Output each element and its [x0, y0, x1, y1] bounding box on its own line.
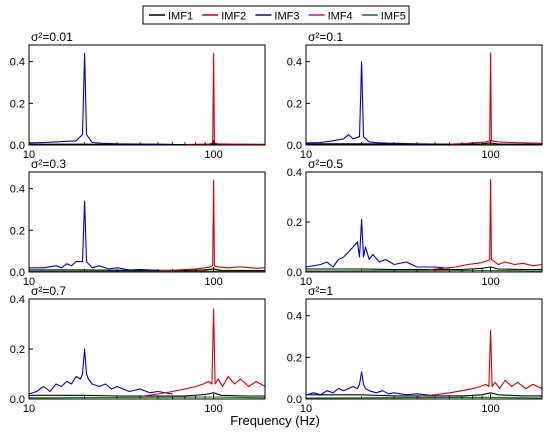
y-tick-label: 0.0: [287, 394, 302, 406]
x-tick-label: 10: [300, 276, 312, 288]
panel-title: σ²=0.1: [308, 30, 343, 44]
series-imf2: [140, 308, 265, 398]
panel-1: 0.0 0.2 0.4 10 100 σ²=0.01: [10, 30, 266, 161]
panel-2-series: [306, 52, 542, 145]
panel-title: σ²=0.7: [31, 284, 66, 298]
y-tick-label: 0.0: [10, 267, 25, 279]
panels: 0.0 0.2 0.4 10 100 σ²=0.01 0.0 0.2 0.4 10 100 σ²=0.…: [10, 30, 543, 415]
plot-frame: [305, 171, 543, 273]
series-imf2: [417, 329, 542, 398]
y-tick-label: 0.4: [10, 184, 25, 196]
panel-title: σ²=0.01: [31, 30, 73, 44]
series-imf5: [29, 396, 265, 399]
series-imf1: [306, 266, 542, 271]
series-imf3: [29, 200, 159, 271]
legend-label-imf1: IMF1: [168, 11, 193, 23]
panel-3-series: [29, 179, 265, 272]
legend-label-imf5: IMF5: [381, 11, 406, 23]
series-imf1: [29, 268, 265, 272]
series-imf3: [29, 348, 173, 395]
y-tick-label: 0.0: [10, 140, 25, 152]
series-imf2: [449, 52, 542, 145]
plot-frame: [28, 171, 266, 273]
panel-4: 0.0 0.2 0.4 10 100 σ²=0.5: [287, 157, 543, 288]
series-imf5: [306, 269, 542, 272]
y-tick-label: 0.4: [287, 57, 302, 69]
x-tick-label: 100: [481, 403, 499, 415]
y-tick-label: 0.4: [10, 294, 25, 306]
x-tick-label: 100: [204, 276, 222, 288]
x-axis-label: Frequency (Hz): [230, 413, 320, 428]
series-imf2: [184, 52, 265, 145]
x-tick-label: 10: [23, 403, 35, 415]
y-tick-label: 0.2: [287, 352, 302, 364]
x-tick-label: 10: [23, 276, 35, 288]
y-tick-label: 0.2: [287, 98, 302, 110]
panel-title: σ²=0.5: [308, 157, 343, 171]
x-tick-label: 10: [300, 403, 312, 415]
x-tick-label: 10: [300, 149, 312, 161]
series-imf2: [426, 178, 542, 271]
series-imf3: [306, 218, 450, 269]
panel-2: 0.0 0.2 0.4 10 100 σ²=0.1: [287, 30, 543, 161]
series-imf3: [306, 61, 436, 145]
y-tick-label: 0.2: [287, 217, 302, 229]
x-tick-label: 100: [204, 149, 222, 161]
panel-5: 0.0 0.2 0.4 10 100 σ²=0.7: [10, 284, 266, 415]
series-imf3: [306, 371, 450, 397]
panel-6: 0.0 0.2 0.4 10 100 σ²=1: [287, 284, 543, 415]
y-tick-label: 0.0: [287, 140, 302, 152]
legend-box: [142, 5, 410, 25]
series-imf5: [306, 396, 542, 399]
y-tick-label: 0.4: [10, 57, 25, 69]
series-imf1: [29, 392, 265, 397]
series-imf3: [29, 52, 173, 145]
panel-4-series: [306, 178, 542, 272]
plot-frame: [305, 44, 543, 146]
y-tick-label: 0.4: [287, 167, 302, 179]
x-tick-label: 10: [23, 149, 35, 161]
legend-label-imf4: IMF4: [328, 11, 353, 23]
panel-3: 0.0 0.2 0.4 10 100 σ²=0.3: [10, 157, 266, 288]
panel-title: σ²=0.3: [31, 157, 66, 171]
legend-label-imf2: IMF2: [221, 11, 246, 23]
y-tick-label: 0.4: [287, 311, 302, 323]
plot-frame: [305, 298, 543, 400]
series-imf2: [157, 179, 265, 272]
panel-5-series: [29, 308, 265, 399]
legend-label-imf3: IMF3: [274, 11, 299, 23]
series-imf1: [306, 142, 542, 145]
x-tick-label: 100: [481, 149, 499, 161]
panel-6-series: [306, 329, 542, 399]
y-tick-label: 0.0: [287, 267, 302, 279]
legend: IMF1 IMF2 IMF3 IMF4 IMF5: [142, 5, 410, 25]
y-tick-label: 0.2: [10, 344, 25, 356]
panel-title: σ²=1: [308, 284, 333, 298]
x-tick-label: 100: [481, 276, 499, 288]
series-imf1: [306, 392, 542, 397]
y-tick-label: 0.2: [10, 98, 25, 110]
panel-1-series: [29, 52, 265, 145]
x-tick-label: 100: [204, 403, 222, 415]
y-tick-label: 0.2: [10, 225, 25, 237]
plot-frame: [28, 44, 266, 146]
y-tick-label: 0.0: [10, 394, 25, 406]
